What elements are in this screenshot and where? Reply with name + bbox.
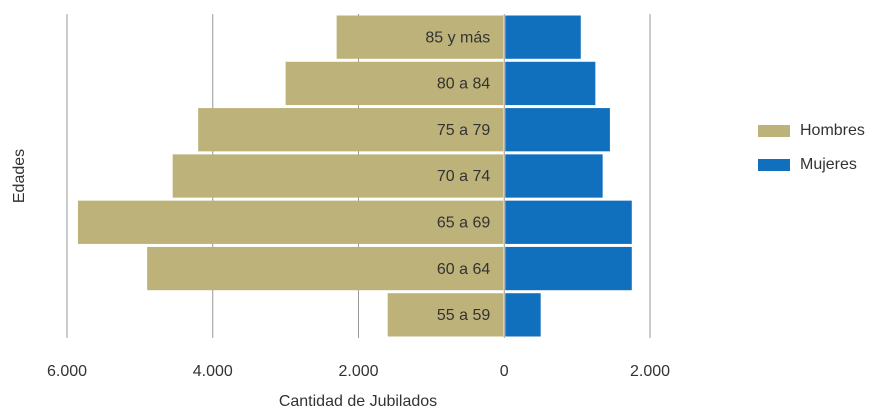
legend-swatch — [758, 159, 790, 171]
x-axis-label: Cantidad de Jubilados — [279, 393, 437, 410]
x-tick-label: 2.000 — [630, 363, 670, 380]
category-label: 85 y más — [425, 29, 490, 46]
bar — [77, 200, 504, 244]
bar — [505, 246, 632, 291]
bar — [505, 200, 632, 244]
x-tick-label: 0 — [500, 363, 509, 380]
category-label: 70 a 74 — [437, 168, 490, 185]
y-axis-label: Edades — [11, 149, 28, 203]
bar — [336, 15, 504, 59]
bar — [198, 108, 504, 152]
bar — [285, 61, 504, 106]
x-tick-label: 6.000 — [47, 363, 87, 380]
bar — [147, 246, 504, 291]
bar — [387, 293, 504, 337]
category-label: 55 a 59 — [437, 307, 490, 324]
category-label: 60 a 64 — [437, 261, 490, 278]
x-tick-label: 2.000 — [338, 363, 378, 380]
legend-label: Mujeres — [800, 156, 857, 173]
bar — [505, 293, 541, 337]
bar — [505, 61, 596, 106]
bar — [505, 108, 610, 152]
x-tick-label: 4.000 — [193, 363, 233, 380]
bar — [172, 154, 504, 198]
bar — [505, 15, 581, 59]
legend-swatch — [758, 125, 790, 137]
category-label: 65 a 69 — [437, 215, 490, 232]
bar — [505, 154, 603, 198]
category-label: 75 a 79 — [437, 122, 490, 139]
category-label: 80 a 84 — [437, 76, 490, 93]
legend-label: Hombres — [800, 122, 865, 139]
